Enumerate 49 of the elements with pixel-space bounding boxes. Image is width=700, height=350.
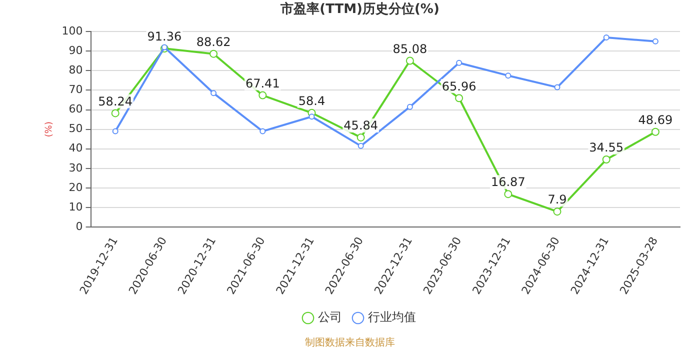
point bbox=[651, 128, 660, 136]
data-label: 85.08 bbox=[392, 42, 428, 56]
data-label: 58.4 bbox=[298, 94, 326, 108]
legend-label: 行业均值 bbox=[368, 310, 416, 324]
y-axis-title: (%) bbox=[44, 122, 55, 138]
point bbox=[356, 133, 365, 142]
data-label: 16.87 bbox=[490, 175, 526, 190]
data-label: 45.84 bbox=[344, 118, 378, 133]
data-label: 67.41 bbox=[245, 76, 280, 90]
point bbox=[406, 104, 413, 110]
point bbox=[308, 114, 315, 120]
legend-label: 公司 bbox=[318, 310, 342, 324]
chart-title: 市盈率(TTM)历史分位(%) bbox=[280, 1, 440, 18]
point bbox=[258, 91, 267, 100]
point bbox=[554, 84, 560, 90]
point bbox=[112, 128, 118, 134]
y-tick-label: 100 bbox=[62, 24, 83, 38]
data-label: 58.24 bbox=[98, 94, 133, 108]
y-tick-label: 40 bbox=[68, 142, 83, 155]
point bbox=[602, 156, 610, 164]
point bbox=[504, 190, 512, 198]
y-tick-label: 80 bbox=[68, 64, 83, 77]
y-tick-label: 30 bbox=[68, 161, 83, 174]
data-label: 7.9 bbox=[548, 192, 567, 207]
y-tick-label: 50 bbox=[68, 122, 83, 136]
point bbox=[210, 90, 217, 96]
point bbox=[553, 208, 562, 216]
point bbox=[455, 94, 464, 102]
text: 制图数据来自数据库 bbox=[305, 336, 395, 349]
y-tick-label: 0 bbox=[76, 220, 83, 233]
point bbox=[456, 60, 462, 66]
data-label: 48.69 bbox=[638, 113, 673, 128]
y-tick-label: 70 bbox=[68, 83, 83, 96]
data-label: 34.55 bbox=[589, 140, 624, 155]
point bbox=[111, 109, 120, 118]
point bbox=[603, 34, 610, 40]
data-label: 65.96 bbox=[442, 79, 476, 94]
y-tick-label: 90 bbox=[68, 44, 83, 58]
data-label: 88.62 bbox=[196, 34, 231, 49]
point bbox=[358, 142, 364, 149]
point bbox=[406, 56, 414, 65]
point bbox=[505, 72, 512, 79]
point bbox=[652, 38, 658, 44]
point bbox=[210, 50, 218, 58]
y-tick-label: 10 bbox=[68, 200, 83, 214]
y-tick-label: 20 bbox=[68, 180, 83, 194]
point bbox=[260, 128, 266, 134]
y-tick-label: 60 bbox=[68, 102, 83, 116]
data-label: 91.36 bbox=[147, 30, 182, 44]
